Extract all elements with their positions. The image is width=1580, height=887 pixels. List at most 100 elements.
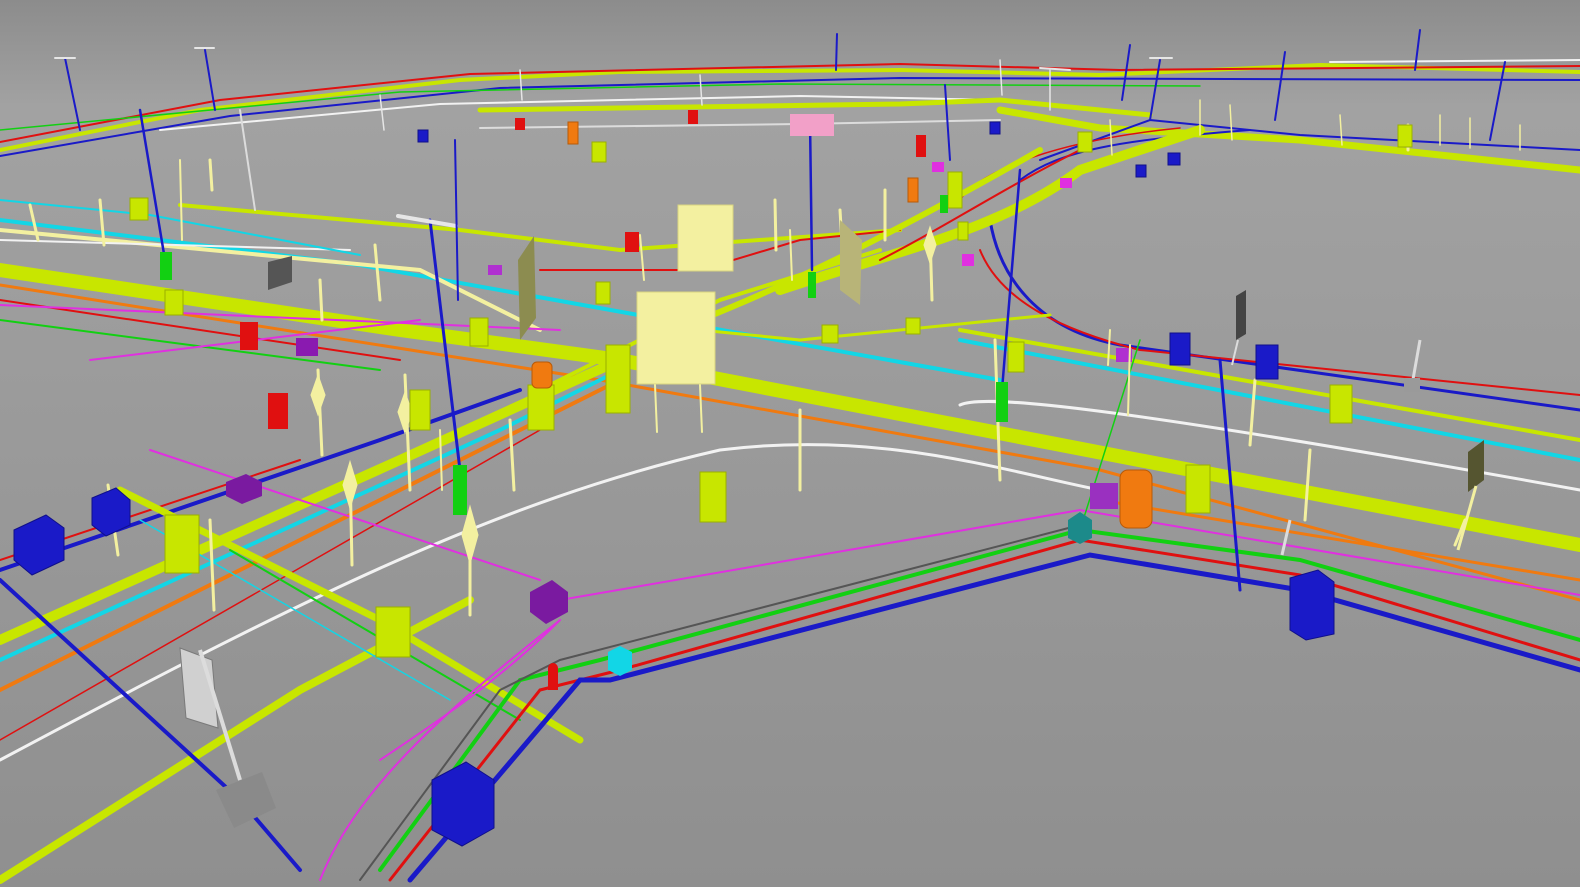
utility-box-icon bbox=[240, 322, 258, 350]
main-network bbox=[0, 125, 1580, 602]
marker-post-icon bbox=[1248, 378, 1257, 447]
utility-box-icon bbox=[688, 110, 698, 124]
blue-boxes bbox=[13, 121, 1335, 847]
utility-box-icon bbox=[1116, 348, 1132, 362]
marker-post-icon bbox=[28, 203, 40, 242]
utility-box-icon bbox=[608, 646, 632, 676]
utility-box-icon bbox=[808, 272, 816, 298]
utility-box-icon bbox=[1289, 569, 1335, 641]
utility-box-icon bbox=[164, 514, 200, 574]
utility-box-icon bbox=[530, 580, 568, 624]
utility-box-icon bbox=[417, 129, 429, 143]
utility-box-icon bbox=[268, 256, 292, 290]
red-boxes bbox=[240, 110, 926, 690]
light-pole-icon bbox=[239, 109, 256, 211]
utility-box-icon bbox=[488, 265, 502, 275]
utility-box-icon bbox=[677, 204, 734, 272]
light-pole-icon bbox=[1274, 51, 1286, 121]
utility-box-icon bbox=[591, 141, 607, 163]
marker-post-icon bbox=[773, 198, 778, 252]
purple-boxes bbox=[226, 162, 1132, 624]
utility-box-icon bbox=[91, 487, 131, 537]
light-pole-icon bbox=[808, 118, 814, 272]
marker-post-icon bbox=[98, 198, 106, 247]
utility-box-icon bbox=[957, 221, 969, 241]
utility-box-icon bbox=[905, 317, 921, 335]
utility-box-icon bbox=[625, 232, 639, 252]
utility-box-icon bbox=[567, 121, 579, 145]
utility-box-icon bbox=[907, 177, 919, 203]
utility-box-icon bbox=[527, 384, 555, 431]
utility-box-icon bbox=[916, 135, 926, 157]
light-pole-icon bbox=[396, 214, 462, 472]
utility-box-icon bbox=[129, 197, 149, 221]
marker-post-icon bbox=[373, 243, 382, 302]
utility-box-icon bbox=[216, 772, 276, 828]
light-pole-icon bbox=[1000, 168, 1022, 392]
marker-post-icon bbox=[208, 158, 214, 192]
utility-box-icon bbox=[821, 324, 839, 344]
utility-box-icon bbox=[790, 114, 834, 136]
utility-box-icon bbox=[1404, 378, 1420, 392]
utility-box-icon bbox=[932, 162, 944, 172]
cyan-items bbox=[608, 512, 1092, 676]
hydrant-icon bbox=[548, 663, 558, 690]
light-pole-icon bbox=[454, 139, 459, 301]
utility-box-icon bbox=[1007, 341, 1025, 373]
green-markers bbox=[160, 195, 1008, 515]
light-pole-icon bbox=[1489, 61, 1506, 141]
utility-box-icon bbox=[160, 252, 172, 280]
utility-box-icon bbox=[1169, 332, 1191, 366]
utility-box-icon bbox=[605, 344, 631, 414]
utility-box-icon bbox=[453, 465, 467, 515]
utility-box-icon bbox=[1329, 384, 1353, 424]
light-pole-icon bbox=[54, 57, 81, 131]
utility-box-icon bbox=[1060, 178, 1072, 188]
utility-box-icon bbox=[1090, 483, 1118, 509]
light-poles bbox=[54, 29, 1506, 472]
utility-box-icon bbox=[636, 291, 716, 385]
utility-box-icon bbox=[431, 761, 495, 847]
utility-box-icon bbox=[1068, 512, 1092, 544]
marker-post-icon bbox=[208, 518, 216, 612]
utility-box-icon bbox=[947, 171, 963, 209]
marker-post-icon bbox=[508, 418, 516, 492]
utility-box-icon bbox=[226, 474, 262, 504]
sign-board-icon bbox=[840, 220, 862, 305]
utility-box-icon bbox=[296, 338, 318, 356]
utility-box-icon bbox=[1397, 124, 1413, 148]
utility-box-icon bbox=[469, 317, 489, 347]
right-signs bbox=[1231, 290, 1484, 556]
light-pole-icon bbox=[944, 84, 951, 161]
far-clutter bbox=[179, 59, 1521, 491]
utility-box-icon bbox=[595, 281, 611, 305]
light-pole-icon bbox=[835, 33, 838, 71]
large-structures bbox=[179, 204, 862, 828]
front-network bbox=[319, 339, 1580, 883]
marker-post-icon bbox=[1303, 448, 1312, 522]
light-pole-icon bbox=[1414, 29, 1421, 71]
marker-post-icon bbox=[310, 368, 326, 457]
utility-box-icon bbox=[13, 514, 65, 576]
marker-post-icon bbox=[1453, 518, 1467, 547]
yellow-green-structures bbox=[129, 124, 1413, 658]
utility-box-icon bbox=[164, 289, 184, 316]
utility-box-icon bbox=[1255, 344, 1279, 380]
marker-post-icon bbox=[342, 459, 358, 567]
sign-board-icon bbox=[1236, 290, 1246, 340]
orange-structures bbox=[531, 121, 1153, 529]
light-pole-icon bbox=[1149, 57, 1173, 121]
sign-board-icon bbox=[1468, 440, 1484, 492]
utility-box-icon bbox=[996, 382, 1008, 422]
marker-post-icon bbox=[923, 225, 937, 302]
utility-box-icon bbox=[515, 118, 525, 130]
utility-box-icon bbox=[989, 121, 1001, 135]
utility-box-icon bbox=[409, 389, 431, 431]
utility-box-icon bbox=[531, 361, 553, 389]
light-pole-icon bbox=[1121, 44, 1131, 101]
sign-board-icon bbox=[518, 236, 536, 340]
light-pole-icon bbox=[194, 47, 216, 111]
utility-box-icon bbox=[962, 254, 974, 266]
marker-post-icon bbox=[461, 504, 479, 617]
